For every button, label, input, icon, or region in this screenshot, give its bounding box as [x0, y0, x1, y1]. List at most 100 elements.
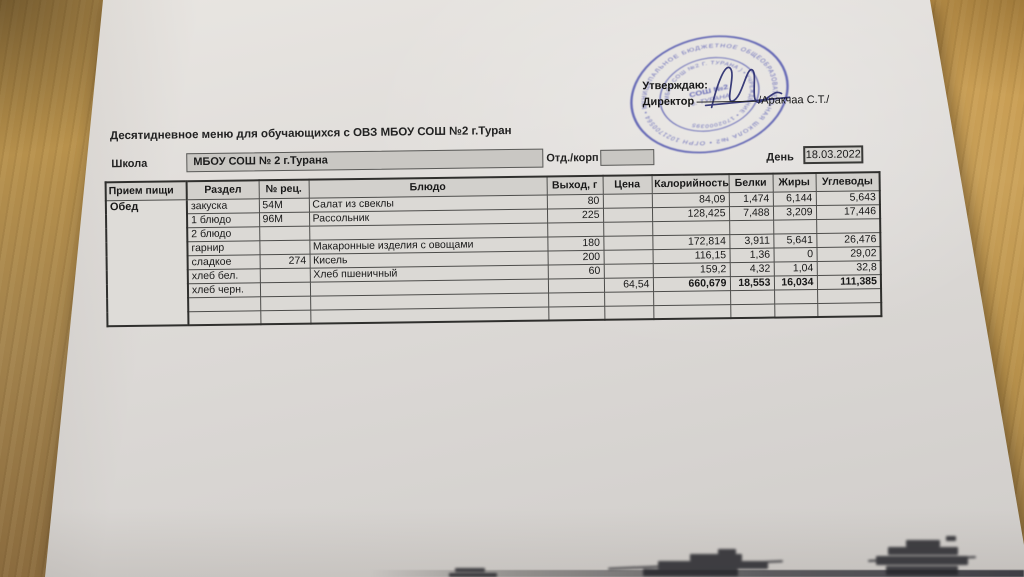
cell-rec: 274: [259, 253, 310, 269]
cell-protein: [730, 289, 775, 305]
director-signature: [704, 66, 791, 109]
cell-cal: 660,679: [652, 276, 731, 292]
cell-out: [548, 291, 605, 307]
cell-out: 200: [547, 249, 604, 265]
cell-cal: [652, 220, 730, 236]
cell-rec: [260, 295, 311, 311]
cell-out: [547, 277, 605, 293]
cell-dish: [310, 306, 549, 324]
cell-out: 60: [547, 263, 604, 279]
col-header-fat: Жиры: [772, 173, 816, 192]
cell-price: [603, 235, 653, 250]
cell-rec: [259, 239, 310, 255]
cell-fat: 0: [773, 247, 817, 262]
cell-cal: [653, 304, 731, 320]
cell-fat: [773, 219, 817, 234]
cell-carbs: 5,643: [815, 190, 880, 206]
cell-price: [604, 291, 654, 306]
cell-carbs: 32,8: [816, 260, 881, 276]
cell-fat: [774, 289, 818, 304]
cell-carbs: [816, 218, 881, 234]
cell-carbs: 29,02: [816, 246, 881, 262]
cell-fat: [774, 303, 818, 318]
blurred-smudge: [598, 548, 788, 577]
cell-carbs: 17,446: [815, 204, 881, 220]
cell-price: [604, 305, 654, 320]
cell-section: 1 блюдо: [186, 212, 260, 228]
cell-out: [547, 221, 604, 237]
col-header-price: Цена: [602, 175, 652, 194]
cell-fat: 6,144: [772, 191, 816, 206]
cell-price: [603, 221, 653, 236]
dept-value-box: [600, 149, 655, 166]
cell-cal: 172,814: [652, 234, 730, 250]
cell-carbs: 26,476: [816, 232, 881, 248]
cell-fat: 5,641: [773, 233, 817, 248]
cell-protein: [729, 219, 774, 235]
cell-cal: 159,2: [652, 262, 730, 278]
cell-fat: 1,04: [773, 261, 817, 276]
col-header-protein: Белки: [728, 173, 773, 193]
cell-protein: 4,32: [729, 261, 774, 277]
cell-section: хлеб черн.: [187, 282, 261, 298]
cell-section: [188, 296, 261, 312]
cell-rec: [259, 281, 311, 297]
cell-fat: 16,034: [773, 275, 818, 290]
director-name: /Аракчаа С.Т./: [758, 93, 830, 107]
cell-price: [603, 263, 653, 278]
cell-section: гарнир: [187, 240, 260, 256]
meal-cell: Обед: [105, 199, 189, 327]
cell-protein: 1,36: [729, 247, 774, 263]
cell-protein: 1,474: [728, 191, 773, 207]
cell-rec: 96М: [258, 211, 310, 227]
cell-section: 2 блюдо: [187, 226, 260, 242]
col-header-meal: Прием пищи: [105, 181, 187, 201]
day-value-box: 18.03.2022: [803, 145, 864, 165]
cell-out: 180: [547, 235, 604, 251]
day-label: День: [766, 151, 794, 164]
cell-carbs: [817, 302, 882, 318]
cell-section: закуска: [186, 198, 259, 214]
cell-fat: 3,209: [772, 205, 817, 220]
cell-out: 225: [546, 207, 604, 223]
cell-carbs: 111,385: [816, 274, 882, 290]
round-school-stamp: МУНИЦИПАЛЬНОЕ БЮДЖЕТНОЕ ОБЩЕОБРАЗОВАТЕЛЬ…: [630, 32, 789, 156]
cell-cal: [653, 290, 731, 306]
approve-label: Утверждаю:: [642, 79, 708, 93]
col-header-recipe: № рец.: [258, 179, 309, 199]
blurred-smudge: [449, 564, 504, 577]
cell-section: хлеб бел.: [187, 268, 260, 284]
menu-table-body: Обед закуска 54М Салат из свеклы 80 84,09 1,47…: [105, 190, 882, 327]
col-header-carbs: Углеводы: [815, 172, 880, 192]
cell-cal: 116,15: [652, 248, 730, 264]
dept-label: Отд./корп: [546, 151, 599, 165]
cell-rec: 54М: [258, 197, 309, 213]
col-header-calories: Калорийность: [651, 174, 729, 194]
cell-out: 80: [546, 193, 603, 209]
cell-section: [188, 310, 261, 326]
cell-cal: 128,425: [651, 206, 730, 222]
cell-out: [548, 305, 605, 321]
blurred-smudge: [848, 534, 978, 577]
cell-cal: 84,09: [651, 192, 729, 208]
school-value-box: МБОУ СОШ № 2 г.Турана: [186, 148, 544, 173]
col-header-section: Раздел: [186, 180, 259, 200]
cell-protein: 7,488: [728, 205, 774, 221]
cell-rec: [260, 309, 311, 325]
cell-carbs: [817, 288, 882, 304]
director-label: Директор: [642, 95, 695, 109]
col-header-output: Выход, г: [546, 175, 603, 195]
cell-section: сладкое: [187, 254, 260, 270]
cell-protein: 3,911: [729, 233, 774, 249]
cell-price: 64,54: [603, 277, 654, 292]
cell-protein: [730, 303, 775, 319]
menu-table: Прием пищи Раздел № рец. Блюдо Выход, г …: [104, 171, 883, 328]
cell-price: [602, 207, 653, 222]
director-signature-line: Директор/Аракчаа С.Т./: [643, 94, 830, 108]
cell-price: [603, 249, 653, 264]
cell-rec: [259, 225, 310, 241]
cell-protein: 18,553: [729, 275, 775, 291]
cell-rec: [259, 267, 310, 283]
